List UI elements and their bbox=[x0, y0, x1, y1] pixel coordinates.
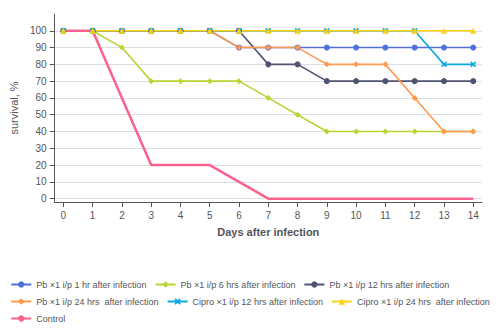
svg-text:Days after infection: Days after infection bbox=[217, 226, 319, 238]
svg-text:100: 100 bbox=[30, 25, 47, 36]
svg-text:13: 13 bbox=[438, 210, 450, 221]
svg-text:90: 90 bbox=[35, 42, 47, 53]
svg-text:8: 8 bbox=[295, 210, 301, 221]
svg-text:9: 9 bbox=[324, 210, 330, 221]
svg-text:12: 12 bbox=[409, 210, 421, 221]
svg-text:20: 20 bbox=[35, 160, 47, 171]
svg-text:2: 2 bbox=[119, 210, 125, 221]
svg-text:5: 5 bbox=[207, 210, 213, 221]
svg-text:Cipro ×1 i/p 24 hrs after inf: Cipro ×1 i/p 24 hrs after infection bbox=[357, 297, 490, 307]
svg-text:survival, %: survival, % bbox=[8, 81, 20, 134]
svg-text:30: 30 bbox=[35, 143, 47, 154]
svg-text:7: 7 bbox=[266, 210, 272, 221]
svg-text:Pb ×1 i/p 6 hrs after infectio: Pb ×1 i/p 6 hrs after infection bbox=[181, 280, 296, 290]
svg-text:Control: Control bbox=[36, 314, 65, 324]
svg-text:Pb ×1 i/p 1 hr after infection: Pb ×1 i/p 1 hr after infection bbox=[36, 280, 146, 290]
svg-text:11: 11 bbox=[380, 210, 391, 221]
svg-text:80: 80 bbox=[35, 59, 47, 70]
svg-text:14: 14 bbox=[468, 210, 480, 221]
svg-text:1: 1 bbox=[90, 210, 96, 221]
svg-text:Pb ×1 i/p 12 hrs after infecti: Pb ×1 i/p 12 hrs after infection bbox=[329, 280, 449, 290]
svg-text:60: 60 bbox=[35, 92, 47, 103]
svg-text:0: 0 bbox=[61, 210, 67, 221]
svg-text:4: 4 bbox=[178, 210, 184, 221]
svg-text:Cipro ×1 i/p 12 hrs after infe: Cipro ×1 i/p 12 hrs after infection bbox=[193, 297, 323, 307]
svg-text:10: 10 bbox=[35, 176, 47, 187]
svg-text:3: 3 bbox=[148, 210, 154, 221]
svg-text:50: 50 bbox=[35, 109, 47, 120]
svg-text:Pb ×1 i/p 24 hrs after infect: Pb ×1 i/p 24 hrs after infection bbox=[36, 297, 158, 307]
svg-text:0: 0 bbox=[41, 193, 47, 204]
svg-text:70: 70 bbox=[35, 76, 47, 87]
svg-text:6: 6 bbox=[236, 210, 242, 221]
svg-text:40: 40 bbox=[35, 126, 47, 137]
svg-text:10: 10 bbox=[351, 210, 363, 221]
